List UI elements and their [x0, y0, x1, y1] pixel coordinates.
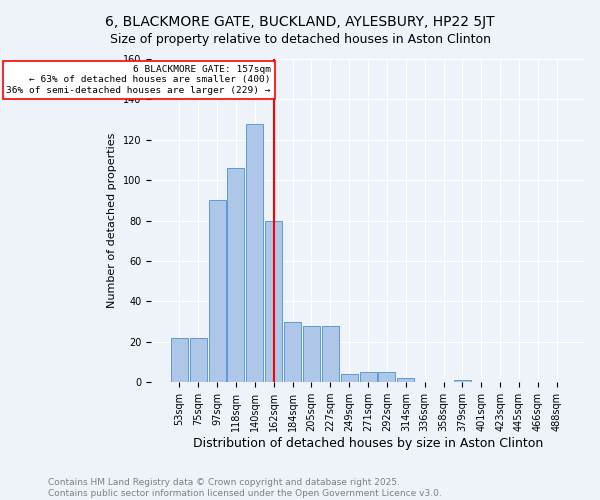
Text: Contains HM Land Registry data © Crown copyright and database right 2025.
Contai: Contains HM Land Registry data © Crown c… [48, 478, 442, 498]
Bar [190, 338, 207, 382]
Bar [171, 338, 188, 382]
Bar [397, 378, 415, 382]
Text: 6, BLACKMORE GATE, BUCKLAND, AYLESBURY, HP22 5JT: 6, BLACKMORE GATE, BUCKLAND, AYLESBURY, … [105, 15, 495, 29]
Text: Size of property relative to detached houses in Aston Clinton: Size of property relative to detached ho… [110, 32, 491, 46]
Bar [265, 220, 282, 382]
Bar [322, 326, 339, 382]
Bar [454, 380, 471, 382]
Bar [209, 200, 226, 382]
Bar [284, 322, 301, 382]
Bar [359, 372, 377, 382]
Bar [227, 168, 244, 382]
Bar [303, 326, 320, 382]
Y-axis label: Number of detached properties: Number of detached properties [107, 133, 118, 308]
X-axis label: Distribution of detached houses by size in Aston Clinton: Distribution of detached houses by size … [193, 437, 543, 450]
Bar [379, 372, 395, 382]
Bar [247, 124, 263, 382]
Bar [341, 374, 358, 382]
Text: 6 BLACKMORE GATE: 157sqm
← 63% of detached houses are smaller (400)
36% of semi-: 6 BLACKMORE GATE: 157sqm ← 63% of detach… [7, 65, 271, 95]
